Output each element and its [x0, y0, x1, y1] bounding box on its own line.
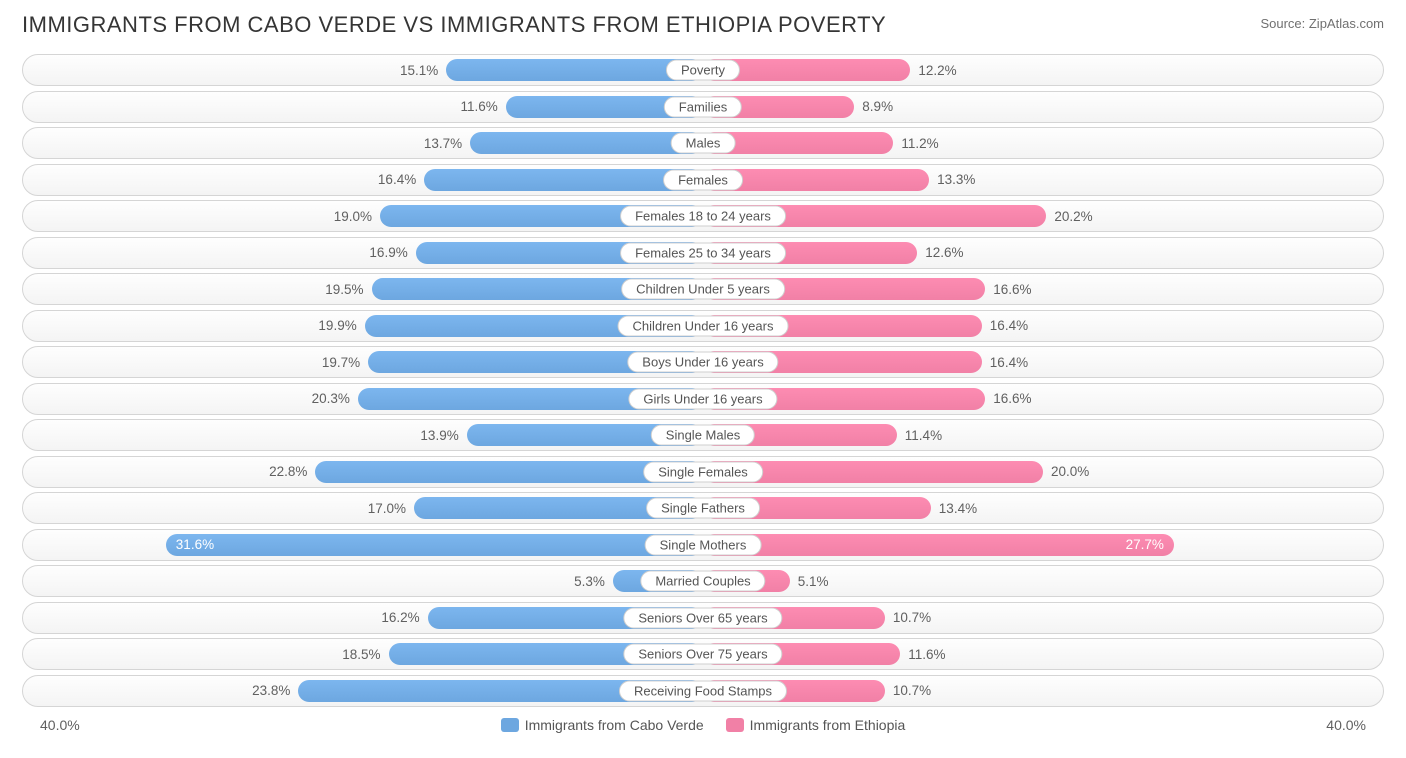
value-label-right: 5.1%	[790, 566, 1383, 596]
category-label: Children Under 16 years	[618, 315, 789, 336]
category-label: Females 25 to 34 years	[620, 242, 786, 263]
legend-swatch-right	[726, 718, 744, 732]
bar-left	[424, 169, 703, 191]
value-label-left: 13.9%	[23, 420, 467, 450]
value-label-right: 8.9%	[854, 92, 1383, 122]
value-label-left: 23.8%	[23, 676, 298, 706]
value-label-left: 16.4%	[23, 165, 424, 195]
value-label-right: 10.7%	[885, 676, 1383, 706]
value-label-right: 20.2%	[1046, 201, 1383, 231]
bar-left	[166, 534, 703, 556]
value-label-right: 16.6%	[985, 384, 1383, 414]
value-label-left: 31.6%	[166, 530, 214, 560]
chart-row: 19.5% 16.6% Children Under 5 years	[22, 273, 1384, 305]
category-label: Females 18 to 24 years	[620, 206, 786, 227]
category-label: Boys Under 16 years	[627, 352, 778, 373]
chart-row: 5.3% 5.1% Married Couples	[22, 565, 1384, 597]
category-label: Seniors Over 65 years	[623, 607, 782, 628]
chart-row: 11.6% 8.9% Families	[22, 91, 1384, 123]
value-label-right: 20.0%	[1043, 457, 1383, 487]
value-label-left: 13.7%	[23, 128, 470, 158]
value-label-right: 13.3%	[929, 165, 1383, 195]
value-label-left: 18.5%	[23, 639, 389, 669]
category-label: Females	[663, 169, 743, 190]
legend: Immigrants from Cabo Verde Immigrants fr…	[501, 717, 906, 733]
chart-row: 19.7% 16.4% Boys Under 16 years	[22, 346, 1384, 378]
category-label: Poverty	[666, 60, 740, 81]
chart-row: 15.1% 12.2% Poverty	[22, 54, 1384, 86]
value-label-right: 11.2%	[893, 128, 1383, 158]
value-label-left: 22.8%	[23, 457, 315, 487]
bar-left	[470, 132, 703, 154]
legend-label-right: Immigrants from Ethiopia	[750, 717, 906, 733]
chart-row: 20.3% 16.6% Girls Under 16 years	[22, 383, 1384, 415]
category-label: Married Couples	[640, 571, 765, 592]
chart-row: 16.4% 13.3% Females	[22, 164, 1384, 196]
category-label: Families	[664, 96, 742, 117]
chart-row: 23.8% 10.7% Receiving Food Stamps	[22, 675, 1384, 707]
category-label: Receiving Food Stamps	[619, 680, 787, 701]
category-label: Males	[671, 133, 736, 154]
category-label: Single Males	[651, 425, 755, 446]
legend-item-left: Immigrants from Cabo Verde	[501, 717, 704, 733]
category-label: Single Fathers	[646, 498, 760, 519]
chart-row: 19.0% 20.2% Females 18 to 24 years	[22, 200, 1384, 232]
chart-title: IMMIGRANTS FROM CABO VERDE VS IMMIGRANTS…	[22, 12, 886, 38]
value-label-left: 19.0%	[23, 201, 380, 231]
chart-row: 19.9% 16.4% Children Under 16 years	[22, 310, 1384, 342]
category-label: Children Under 5 years	[621, 279, 785, 300]
category-label: Single Females	[643, 461, 763, 482]
value-label-right: 13.4%	[931, 493, 1383, 523]
value-label-right: 12.2%	[910, 55, 1383, 85]
value-label-left: 19.9%	[23, 311, 365, 341]
chart-row: 13.9% 11.4% Single Males	[22, 419, 1384, 451]
value-label-right: 11.4%	[897, 420, 1383, 450]
bar-right	[703, 534, 1174, 556]
value-label-right: 10.7%	[885, 603, 1383, 633]
chart-row: 16.2% 10.7% Seniors Over 65 years	[22, 602, 1384, 634]
chart-row: 13.7% 11.2% Males	[22, 127, 1384, 159]
category-label: Seniors Over 75 years	[623, 644, 782, 665]
value-label-left: 20.3%	[23, 384, 358, 414]
legend-item-right: Immigrants from Ethiopia	[726, 717, 906, 733]
value-label-left: 19.7%	[23, 347, 368, 377]
value-label-left: 5.3%	[23, 566, 613, 596]
value-label-right: 16.4%	[982, 347, 1383, 377]
value-label-right: 11.6%	[900, 639, 1383, 669]
chart-area: 15.1%12.2%Poverty11.6%8.9%Families13.7%1…	[0, 46, 1406, 707]
category-label: Single Mothers	[645, 534, 762, 555]
chart-row: 31.6% 27.7% Single Mothers	[22, 529, 1384, 561]
value-label-left: 16.2%	[23, 603, 428, 633]
chart-row: 17.0% 13.4% Single Fathers	[22, 492, 1384, 524]
source-attribution: Source: ZipAtlas.com	[1260, 12, 1384, 31]
chart-row: 16.9% 12.6% Females 25 to 34 years	[22, 237, 1384, 269]
value-label-right: 16.4%	[982, 311, 1383, 341]
bar-left	[446, 59, 703, 81]
value-label-left: 19.5%	[23, 274, 372, 304]
chart-row: 18.5% 11.6% Seniors Over 75 years	[22, 638, 1384, 670]
value-label-left: 17.0%	[23, 493, 414, 523]
chart-row: 22.8% 20.0% Single Females	[22, 456, 1384, 488]
value-label-right: 16.6%	[985, 274, 1383, 304]
legend-label-left: Immigrants from Cabo Verde	[525, 717, 704, 733]
axis-max-right: 40.0%	[1326, 717, 1366, 733]
value-label-right: 12.6%	[917, 238, 1383, 268]
value-label-left: 15.1%	[23, 55, 446, 85]
value-label-left: 11.6%	[23, 92, 506, 122]
value-label-left: 16.9%	[23, 238, 416, 268]
value-label-right: 27.7%	[1126, 530, 1174, 560]
category-label: Girls Under 16 years	[628, 388, 777, 409]
axis-max-left: 40.0%	[40, 717, 80, 733]
legend-swatch-left	[501, 718, 519, 732]
